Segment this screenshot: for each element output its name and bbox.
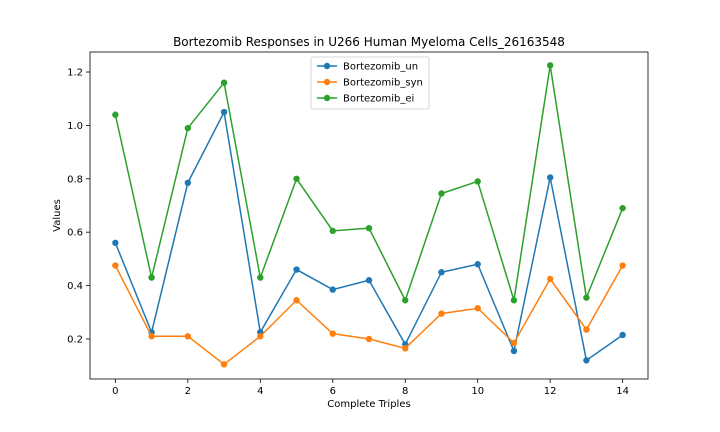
legend-item: Bortezomib_ei bbox=[317, 94, 414, 105]
legend-box bbox=[310, 56, 430, 110]
legend-item: Bortezomib_un bbox=[317, 62, 418, 73]
data-point bbox=[329, 286, 336, 293]
data-point bbox=[510, 339, 518, 347]
data-point bbox=[438, 310, 445, 317]
data-point bbox=[220, 79, 228, 86]
legend-marker bbox=[323, 62, 331, 70]
data-point bbox=[546, 275, 554, 283]
y-tick-label: 0.8 bbox=[67, 174, 83, 185]
data-point bbox=[438, 190, 445, 197]
data-point bbox=[148, 274, 155, 281]
data-point bbox=[619, 204, 626, 212]
data-point bbox=[329, 227, 336, 235]
y-axis-label: Values bbox=[52, 199, 63, 232]
x-axis-label: Complete Triples bbox=[327, 399, 410, 410]
data-point bbox=[148, 333, 155, 340]
data-point bbox=[257, 333, 264, 340]
data-point bbox=[220, 108, 228, 116]
data-point bbox=[257, 274, 264, 281]
x-tick-label: 12 bbox=[544, 386, 557, 397]
y-axis-ticks: 0.2 0.4 0.6 0.8 1.0 1.2 bbox=[67, 68, 90, 345]
data-point bbox=[474, 305, 481, 312]
data-point bbox=[546, 62, 554, 69]
series-layer bbox=[112, 62, 626, 368]
x-tick-label: 10 bbox=[471, 386, 484, 397]
data-point bbox=[583, 326, 590, 333]
legend: Bortezomib_un Bortezomib_syn Bortezomib_ei bbox=[310, 56, 430, 110]
x-tick-label: 4 bbox=[257, 386, 263, 397]
data-point bbox=[365, 224, 373, 232]
data-point bbox=[474, 261, 481, 268]
data-point bbox=[184, 124, 192, 132]
series-Bortezomib_syn bbox=[112, 262, 626, 368]
data-point bbox=[583, 357, 590, 364]
series-Bortezomib_ei bbox=[112, 62, 626, 304]
data-point bbox=[546, 174, 554, 181]
data-point bbox=[510, 297, 518, 304]
data-point bbox=[184, 179, 192, 186]
legend-marker bbox=[323, 94, 331, 102]
y-tick-label: 0.6 bbox=[67, 228, 83, 239]
legend-marker bbox=[323, 78, 331, 86]
series-Bortezomib_un bbox=[112, 108, 626, 364]
y-tick-label: 0.2 bbox=[67, 334, 83, 345]
data-point bbox=[112, 262, 119, 269]
y-tick-label: 1.0 bbox=[67, 121, 83, 132]
data-point bbox=[402, 297, 409, 304]
legend-item: Bortezomib_syn bbox=[317, 78, 423, 89]
data-point bbox=[474, 178, 481, 185]
data-point bbox=[402, 345, 409, 352]
data-point bbox=[184, 333, 192, 340]
x-tick-label: 2 bbox=[185, 386, 191, 397]
data-point bbox=[293, 297, 300, 304]
data-point bbox=[619, 262, 626, 269]
x-tick-label: 8 bbox=[402, 386, 408, 397]
data-point bbox=[329, 330, 336, 337]
data-point bbox=[438, 269, 445, 276]
legend-label: Bortezomib_ei bbox=[343, 94, 414, 105]
x-tick-label: 14 bbox=[616, 386, 629, 397]
data-point bbox=[220, 361, 228, 368]
data-point bbox=[583, 294, 590, 301]
legend-label: Bortezomib_syn bbox=[343, 78, 423, 89]
legend-label: Bortezomib_un bbox=[343, 62, 418, 73]
data-point bbox=[112, 239, 119, 247]
x-tick-label: 0 bbox=[112, 386, 118, 397]
data-point bbox=[510, 347, 518, 355]
chart-title: Bortezomib Responses in U266 Human Myelo… bbox=[173, 35, 565, 49]
data-point bbox=[293, 266, 300, 273]
y-tick-label: 0.4 bbox=[67, 281, 83, 292]
data-point bbox=[112, 111, 119, 118]
data-point bbox=[293, 175, 300, 182]
data-point bbox=[365, 335, 373, 343]
x-axis-ticks: 0 2 4 6 8 10 12 14 bbox=[112, 379, 629, 397]
y-tick-label: 1.2 bbox=[67, 68, 83, 79]
data-point bbox=[619, 331, 626, 339]
x-tick-label: 6 bbox=[330, 386, 336, 397]
data-point bbox=[365, 277, 373, 284]
